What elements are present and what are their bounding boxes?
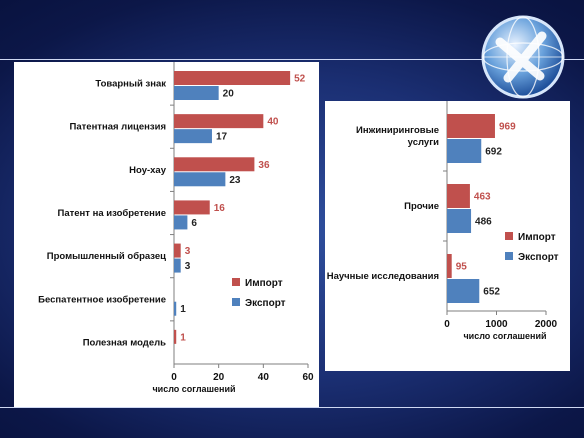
right-bar-export <box>447 139 482 163</box>
left-data-label: 52 <box>294 74 306 85</box>
left-x-tick-label: 40 <box>258 372 270 383</box>
left-x-tick-label: 0 <box>171 372 177 383</box>
left-category-label: Патентная лицензия <box>70 122 166 133</box>
left-x-axis-label: число соглашений <box>152 384 235 394</box>
right-x-tick-label: 0 <box>444 319 450 330</box>
left-category-label: Беспатентное изобретение <box>38 294 166 305</box>
left-bar-import <box>174 71 291 85</box>
left-category-label: Ноу-хау <box>129 165 167 176</box>
right-category-label: Научные исследования <box>327 271 439 282</box>
chart-left: Товарный знак 52 20 Патентная лицензия 40 17 Н… <box>38 62 314 394</box>
left-x-tick-label: 60 <box>302 372 314 383</box>
globe-logo-icon <box>481 15 565 99</box>
right-legend-label: Импорт <box>518 232 556 243</box>
left-data-label: 17 <box>216 132 228 143</box>
left-bar-export <box>174 301 177 316</box>
right-bar-import <box>447 114 495 138</box>
left-data-label: 23 <box>229 175 241 186</box>
left-bar-import <box>174 329 177 344</box>
left-bar-import <box>174 114 264 129</box>
chart-panel-left: Товарный знак 52 20 Патентная лицензия 40 17 Н… <box>14 62 319 407</box>
right-x-tick-label: 2000 <box>535 319 558 330</box>
right-data-label: 969 <box>499 122 516 133</box>
left-data-label: 3 <box>185 261 191 272</box>
left-bar-export <box>174 172 226 187</box>
right-data-label: 486 <box>475 217 492 228</box>
right-data-label: 463 <box>474 192 491 203</box>
right-x-axis-label: число соглашений <box>463 331 546 341</box>
left-data-label: 1 <box>180 304 186 315</box>
left-category-label: Полезная модель <box>83 337 166 348</box>
right-data-label: 95 <box>456 262 468 273</box>
left-bar-export <box>174 215 188 230</box>
right-bar-import <box>447 184 470 208</box>
left-category-label: Промышленный образец <box>47 251 166 262</box>
left-data-label: 20 <box>223 89 235 100</box>
left-data-label: 6 <box>191 218 197 229</box>
left-data-label: 3 <box>185 246 191 257</box>
right-category-label: Прочие <box>404 201 439 212</box>
chart-panel-right: Инжиниринговые услуги 969 692 Прочие 463 486 На… <box>325 101 570 371</box>
left-legend-swatch-import <box>232 278 240 286</box>
left-legend-swatch-export <box>232 298 240 306</box>
left-bar-import <box>174 157 255 172</box>
left-data-label: 40 <box>267 117 279 128</box>
right-legend-label: Экспорт <box>518 252 559 263</box>
left-bar-import <box>174 200 210 215</box>
left-bar-export <box>174 258 181 273</box>
right-bar-export <box>447 209 472 233</box>
left-category-label: Патент на изобретение <box>58 208 167 219</box>
top-rule <box>0 59 584 60</box>
left-data-label: 36 <box>258 160 270 171</box>
left-data-label: 1 <box>180 332 186 343</box>
left-x-tick-label: 20 <box>213 372 225 383</box>
right-legend-swatch-import <box>505 232 513 240</box>
left-data-label: 16 <box>214 203 226 214</box>
right-bar-export <box>447 279 480 303</box>
right-x-tick-label: 1000 <box>485 319 508 330</box>
right-category-label: Инжиниринговые услуги <box>356 125 439 148</box>
right-data-label: 692 <box>485 147 502 158</box>
chart-right: Инжиниринговые услуги 969 692 Прочие 463 486 На… <box>327 101 559 341</box>
left-legend-label: Импорт <box>245 278 283 289</box>
left-bar-export <box>174 129 212 144</box>
left-legend-label: Экспорт <box>245 298 286 309</box>
bottom-rule <box>0 407 584 408</box>
right-bar-import <box>447 254 452 278</box>
right-legend-swatch-export <box>505 252 513 260</box>
left-bar-import <box>174 243 181 258</box>
left-bar-export <box>174 86 219 100</box>
right-data-label: 652 <box>483 287 500 298</box>
left-category-label: Товарный знак <box>95 79 166 90</box>
